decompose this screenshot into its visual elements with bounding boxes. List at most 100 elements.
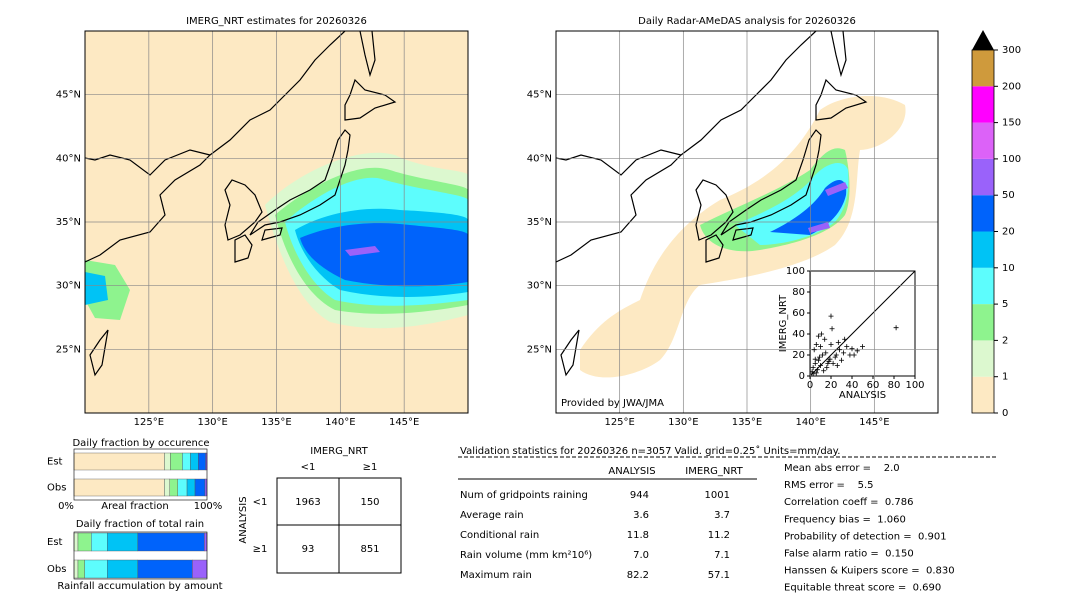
x-tick-label: 100% <box>194 501 223 512</box>
scatter-point <box>813 342 819 347</box>
bar-segment <box>177 478 188 497</box>
stats-value: 944 <box>630 490 649 501</box>
y-tick-label: 35°N <box>527 217 552 228</box>
scatter-point <box>835 339 841 345</box>
contingency-grid <box>276 477 402 574</box>
y-tick-label: 25°N <box>56 344 81 355</box>
x-tick-label: 145°E <box>859 417 889 428</box>
colorbar-label: 100 <box>1002 154 1021 165</box>
x-tick-label: 100 <box>905 380 924 391</box>
score: Equitable threat score = 0.690 <box>784 583 941 594</box>
score: Hanssen & Kuipers score = 0.830 <box>784 566 955 577</box>
bar-segment <box>73 452 165 471</box>
colorbar-segment <box>972 376 994 413</box>
x-tick-label: 60 <box>867 380 880 391</box>
scatter-point <box>812 356 818 362</box>
y-tick-label: 35°N <box>56 217 81 228</box>
scatter-point <box>834 363 840 368</box>
category-label: Obs <box>47 483 66 494</box>
scatter-point <box>821 368 827 374</box>
scatter-point <box>893 325 899 331</box>
category-label: Est <box>47 457 63 468</box>
scatter-point <box>825 360 831 366</box>
colorbar-segment <box>972 122 994 159</box>
panel-frame <box>73 448 208 501</box>
panel-title: Daily fraction of total rain <box>76 519 204 530</box>
scatter-point <box>815 333 821 339</box>
colorbar-label: 2 <box>1002 335 1008 346</box>
bar-segment <box>73 559 79 579</box>
scatter-point <box>818 344 823 350</box>
panel-frame <box>73 531 208 580</box>
colorbar-label: 300 <box>1002 45 1021 56</box>
scatter-point <box>813 370 819 376</box>
x-axis-label: Rainfall accumulation by amount <box>57 581 222 592</box>
map-frame <box>555 30 939 414</box>
colorbar-label: 150 <box>1002 118 1021 129</box>
scatter-point <box>818 363 823 368</box>
scatter-point <box>842 336 848 342</box>
scatter-point <box>841 350 847 356</box>
column-label: ≥1 <box>363 462 378 473</box>
stats-row-label: Average rain <box>460 510 524 521</box>
x-tick-label: 125°E <box>604 417 634 428</box>
colorbar-extend <box>972 30 994 50</box>
column-label: <1 <box>301 462 316 473</box>
bar-segment <box>192 559 208 579</box>
scatter-point <box>810 365 816 371</box>
colorbar-label: 200 <box>1002 81 1021 92</box>
category-label: Obs <box>47 564 66 575</box>
row-title: ANALYSIS <box>238 496 249 543</box>
x-tick-label: 80 <box>888 380 901 391</box>
category-label: Est <box>47 537 63 548</box>
stats-row-label: Maximum rain <box>460 570 532 581</box>
map-frame <box>84 30 469 414</box>
y-tick-label: 40 <box>792 329 805 340</box>
colorbar-segment <box>972 86 994 123</box>
y-tick-label: 45°N <box>56 90 81 101</box>
bar-segment <box>107 532 139 552</box>
x-tick-label: 140°E <box>795 417 825 428</box>
bar-segment <box>190 452 199 471</box>
scatter-point <box>814 367 820 373</box>
scatter-point <box>830 360 836 366</box>
colorbar-segment <box>972 158 994 196</box>
colorbar-label: 10 <box>1002 263 1015 274</box>
scatter-point <box>815 357 821 363</box>
colorbar-segment <box>972 231 994 268</box>
scatter-point <box>826 358 832 364</box>
bar-segment <box>137 532 205 552</box>
x-tick-label: 145°E <box>389 417 419 428</box>
bar-segment <box>84 559 108 579</box>
map-title: IMERG_NRT estimates for 20260326 <box>186 16 367 27</box>
y-tick-label: 100 <box>786 266 805 277</box>
bar-segment <box>194 478 206 497</box>
table-cell: 150 <box>360 497 379 508</box>
stats-value: 57.1 <box>708 570 730 581</box>
scatter-point <box>820 352 826 358</box>
table-cell: 851 <box>360 544 379 555</box>
bar-segment <box>73 532 79 552</box>
y-axis-label: IMERG_NRT <box>778 294 789 352</box>
scatter-point <box>860 344 865 350</box>
score: False alarm ratio = 0.150 <box>784 549 914 560</box>
scatter-point <box>851 352 857 358</box>
y-tick-label: 25°N <box>527 344 552 355</box>
y-tick-label: 30°N <box>56 281 81 292</box>
bar-segment <box>164 452 171 471</box>
bar-segment <box>91 532 108 552</box>
stats-row-label: Conditional rain <box>460 530 539 541</box>
scatter-point <box>829 326 835 332</box>
scatter-point <box>812 360 818 366</box>
stats-column: IMERG_NRT <box>685 466 743 477</box>
scatter-point <box>827 356 833 362</box>
y-tick-label: 45°N <box>527 90 552 101</box>
colorbar-label: 5 <box>1002 299 1008 310</box>
stats-title: Validation statistics for 20260326 n=305… <box>460 445 840 457</box>
scatter-point <box>839 357 844 363</box>
scatter-point <box>847 352 853 358</box>
bar-segment <box>107 559 139 579</box>
scatter-point <box>809 369 815 375</box>
scatter-point <box>822 336 828 342</box>
colorbar-label: 1 <box>1002 372 1008 383</box>
